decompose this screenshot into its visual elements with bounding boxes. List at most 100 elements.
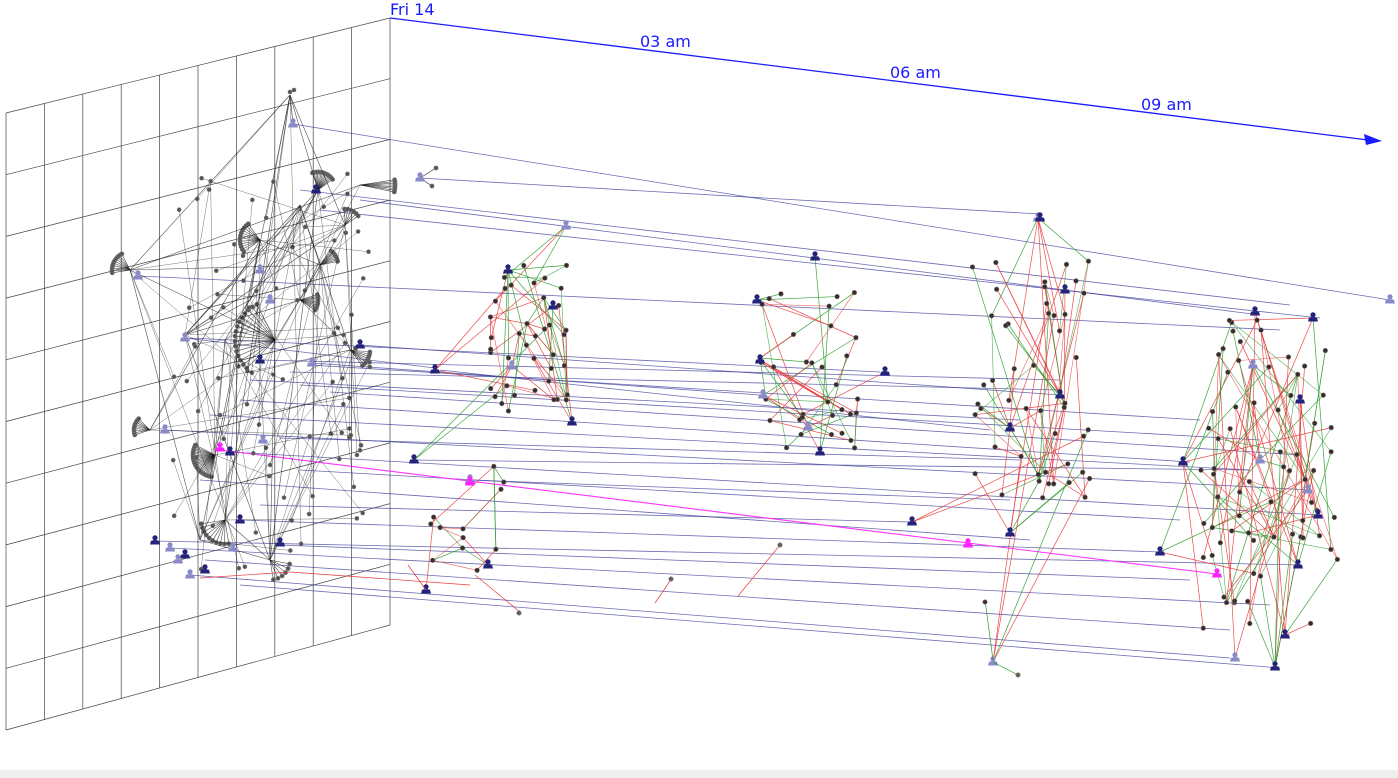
dot-node-icon[interactable] bbox=[1210, 471, 1217, 477]
dot-node-icon[interactable] bbox=[1003, 323, 1009, 329]
dot-node-icon[interactable] bbox=[790, 331, 797, 338]
person-icon[interactable] bbox=[752, 294, 762, 304]
person-icon[interactable] bbox=[483, 559, 493, 569]
dot-node-icon[interactable] bbox=[1247, 620, 1253, 627]
dot-node-icon[interactable] bbox=[430, 557, 436, 563]
dot-node-icon[interactable] bbox=[1023, 405, 1029, 412]
person-icon[interactable] bbox=[1308, 312, 1318, 322]
person-icon[interactable] bbox=[255, 354, 265, 364]
dot-node-icon[interactable] bbox=[1271, 534, 1277, 540]
dot-node-icon[interactable] bbox=[236, 565, 242, 571]
dot-node-icon[interactable] bbox=[999, 492, 1005, 498]
dot-node-icon[interactable] bbox=[511, 392, 518, 398]
person-icon[interactable] bbox=[507, 360, 517, 370]
person-icon[interactable] bbox=[567, 416, 577, 426]
dot-node-icon[interactable] bbox=[1062, 400, 1068, 406]
dot-node-icon[interactable] bbox=[563, 262, 570, 268]
dot-node-icon[interactable] bbox=[844, 353, 850, 359]
dot-node-icon[interactable] bbox=[263, 215, 269, 221]
dot-node-icon[interactable] bbox=[516, 330, 522, 337]
dot-node-icon[interactable] bbox=[1334, 556, 1340, 562]
dot-node-icon[interactable] bbox=[1246, 479, 1252, 485]
dot-node-icon[interactable] bbox=[499, 400, 505, 407]
person-icon[interactable] bbox=[215, 442, 225, 452]
person-icon[interactable] bbox=[133, 270, 143, 280]
dot-node-icon[interactable] bbox=[1294, 451, 1300, 458]
dot-node-icon[interactable] bbox=[221, 436, 227, 442]
person-icon[interactable] bbox=[1005, 527, 1015, 537]
dot-node-icon[interactable] bbox=[1206, 425, 1212, 431]
dot-node-icon[interactable] bbox=[1286, 468, 1293, 474]
dot-node-icon[interactable] bbox=[521, 262, 527, 269]
dot-node-icon[interactable] bbox=[531, 280, 537, 286]
dot-node-icon[interactable] bbox=[1011, 366, 1017, 372]
dot-node-icon[interactable] bbox=[542, 275, 548, 281]
dot-node-icon[interactable] bbox=[1216, 351, 1222, 358]
dot-node-icon[interactable] bbox=[360, 510, 365, 516]
dot-node-icon[interactable] bbox=[1198, 467, 1204, 473]
dot-node-icon[interactable] bbox=[1277, 449, 1283, 455]
dot-node-icon[interactable] bbox=[819, 364, 825, 370]
person-icon[interactable] bbox=[200, 564, 210, 574]
person-icon[interactable] bbox=[258, 434, 268, 444]
dot-node-icon[interactable] bbox=[1285, 354, 1292, 360]
dot-node-icon[interactable] bbox=[171, 374, 177, 379]
dot-node-icon[interactable] bbox=[492, 394, 498, 400]
dot-node-icon[interactable] bbox=[307, 434, 313, 439]
dot-node-icon[interactable] bbox=[1045, 310, 1052, 317]
person-icon[interactable] bbox=[311, 184, 321, 194]
dot-node-icon[interactable] bbox=[1221, 594, 1227, 600]
dot-node-icon[interactable] bbox=[994, 286, 1000, 292]
dot-node-icon[interactable] bbox=[280, 377, 286, 382]
person-icon[interactable] bbox=[1303, 484, 1313, 494]
dot-node-icon[interactable] bbox=[241, 278, 246, 284]
dot-node-icon[interactable] bbox=[523, 342, 530, 348]
dot-node-icon[interactable] bbox=[312, 307, 318, 313]
dot-node-icon[interactable] bbox=[501, 274, 508, 280]
dot-node-icon[interactable] bbox=[809, 360, 815, 366]
person-icon[interactable] bbox=[430, 364, 440, 374]
person-icon[interactable] bbox=[180, 549, 190, 559]
dot-node-icon[interactable] bbox=[1056, 328, 1063, 334]
dot-node-icon[interactable] bbox=[1268, 499, 1274, 505]
dot-node-icon[interactable] bbox=[551, 397, 557, 403]
person-icon[interactable] bbox=[1212, 568, 1222, 578]
dot-node-icon[interactable] bbox=[234, 348, 240, 354]
dot-node-icon[interactable] bbox=[1051, 481, 1057, 487]
dot-node-icon[interactable] bbox=[1087, 475, 1093, 482]
dot-node-icon[interactable] bbox=[488, 385, 494, 392]
dot-node-icon[interactable] bbox=[990, 377, 996, 384]
person-icon[interactable] bbox=[160, 424, 170, 434]
dot-node-icon[interactable] bbox=[203, 532, 209, 538]
dot-node-icon[interactable] bbox=[1066, 479, 1072, 486]
dot-node-icon[interactable] bbox=[1245, 598, 1251, 605]
dot-node-icon[interactable] bbox=[532, 387, 538, 393]
dot-node-icon[interactable] bbox=[1250, 537, 1257, 543]
dot-node-icon[interactable] bbox=[548, 365, 554, 372]
person-icon[interactable] bbox=[1295, 394, 1305, 404]
dot-node-icon[interactable] bbox=[1061, 404, 1067, 410]
dot-node-icon[interactable] bbox=[839, 407, 845, 413]
dot-node-icon[interactable] bbox=[1251, 400, 1257, 406]
dot-node-icon[interactable] bbox=[1302, 363, 1308, 369]
person-icon[interactable] bbox=[1270, 661, 1280, 671]
person-icon[interactable] bbox=[755, 354, 765, 364]
dot-node-icon[interactable] bbox=[291, 87, 297, 93]
dot-node-icon[interactable] bbox=[778, 291, 784, 297]
dot-node-icon[interactable] bbox=[1245, 530, 1252, 536]
dot-node-icon[interactable] bbox=[349, 312, 354, 318]
dot-node-icon[interactable] bbox=[337, 456, 342, 462]
dot-node-icon[interactable] bbox=[186, 305, 192, 311]
dot-node-icon[interactable] bbox=[357, 448, 363, 453]
dot-node-icon[interactable] bbox=[826, 303, 832, 309]
dot-node-icon[interactable] bbox=[354, 452, 360, 458]
dot-node-icon[interactable] bbox=[1031, 362, 1037, 368]
dot-node-icon[interactable] bbox=[1040, 495, 1046, 501]
dot-node-icon[interactable] bbox=[855, 396, 861, 402]
dot-node-icon[interactable] bbox=[1062, 311, 1068, 317]
person-icon[interactable] bbox=[815, 446, 825, 456]
dot-node-icon[interactable] bbox=[136, 416, 142, 422]
dot-node-icon[interactable] bbox=[275, 575, 281, 581]
person-icon[interactable] bbox=[225, 446, 235, 456]
